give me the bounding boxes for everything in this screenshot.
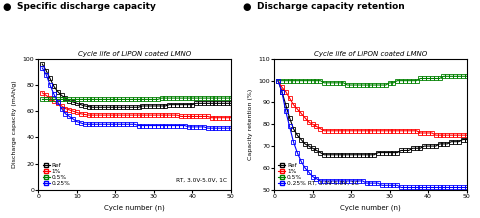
Title: Cycle life of LiPON coated LMNO: Cycle life of LiPON coated LMNO	[313, 51, 426, 57]
Legend: Ref, 1%, 0.5%, 0.25% RT, 3.0V-5.0V, 1C: Ref, 1%, 0.5%, 0.25% RT, 3.0V-5.0V, 1C	[276, 162, 359, 187]
Y-axis label: Capacity retention (%): Capacity retention (%)	[247, 89, 252, 160]
Text: ●: ●	[242, 2, 251, 12]
X-axis label: Cycle number (n): Cycle number (n)	[104, 204, 165, 211]
X-axis label: Cycle number (n): Cycle number (n)	[339, 204, 400, 211]
Text: ●: ●	[2, 2, 11, 12]
Text: Discharge capacity retention: Discharge capacity retention	[257, 2, 404, 11]
Text: Specific discharge capacity: Specific discharge capacity	[17, 2, 156, 11]
Text: RT, 3.0V-5.0V, 1C: RT, 3.0V-5.0V, 1C	[176, 178, 227, 183]
Legend: Ref, 1%, 0.5%, 0.25%: Ref, 1%, 0.5%, 0.25%	[41, 162, 71, 187]
Title: Cycle life of LiPON coated LMNO: Cycle life of LiPON coated LMNO	[78, 51, 191, 57]
Y-axis label: Discharge capacity (mAh/g): Discharge capacity (mAh/g)	[12, 80, 17, 168]
